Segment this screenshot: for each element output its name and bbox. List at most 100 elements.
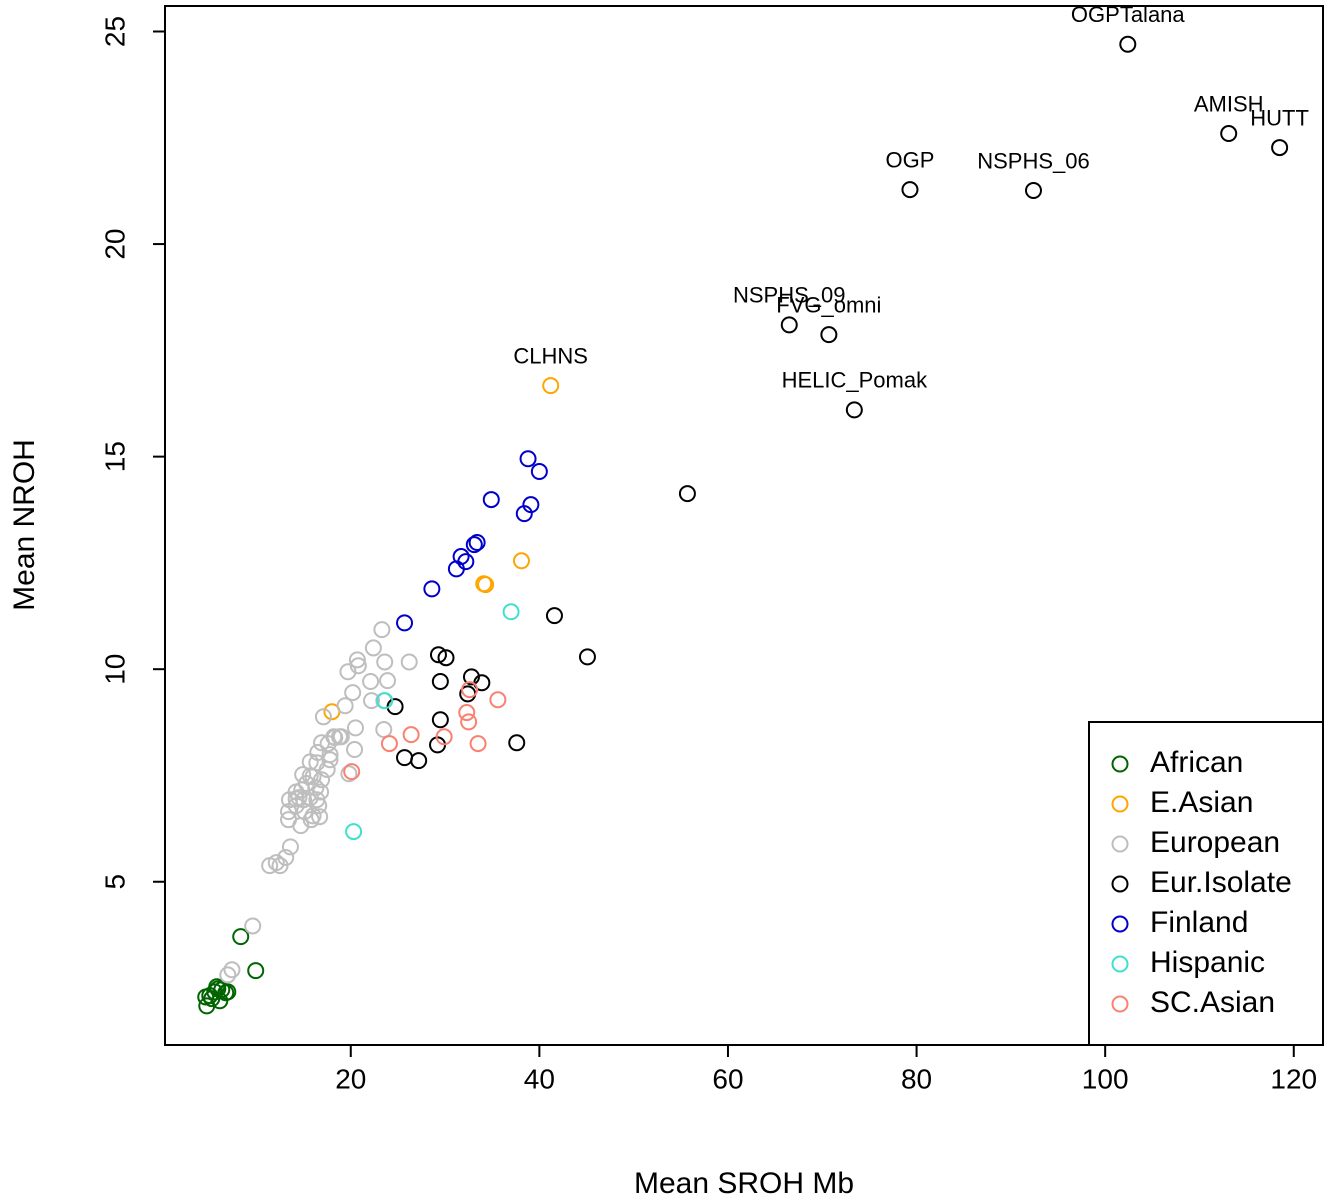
point bbox=[308, 754, 326, 772]
point bbox=[364, 639, 382, 657]
point bbox=[330, 728, 348, 746]
y-tick-label: 25 bbox=[99, 16, 130, 47]
point bbox=[379, 672, 397, 690]
x-tick-label: 80 bbox=[901, 1063, 932, 1094]
point bbox=[348, 651, 366, 669]
point-label: CLHNS bbox=[513, 343, 588, 368]
point bbox=[312, 783, 330, 801]
legend-marker bbox=[1111, 875, 1129, 893]
point bbox=[469, 735, 487, 753]
legend-marker bbox=[1111, 995, 1129, 1013]
point bbox=[435, 728, 453, 746]
point bbox=[244, 917, 262, 935]
point bbox=[281, 838, 299, 856]
point bbox=[1220, 125, 1238, 143]
point bbox=[780, 316, 798, 334]
point bbox=[396, 614, 414, 632]
point bbox=[294, 766, 312, 784]
point-label: FVG_omni bbox=[776, 292, 881, 317]
point bbox=[820, 326, 838, 344]
point bbox=[267, 854, 285, 872]
point bbox=[363, 692, 381, 710]
point bbox=[458, 704, 476, 722]
point bbox=[247, 962, 265, 980]
point bbox=[410, 752, 428, 770]
point-label: OGP bbox=[886, 147, 935, 172]
point bbox=[375, 721, 393, 739]
legend-label: African bbox=[1150, 746, 1243, 779]
point-label: NSPHS_09 bbox=[733, 283, 846, 308]
point bbox=[461, 681, 479, 699]
point bbox=[423, 580, 441, 598]
legend-label: Hispanic bbox=[1150, 946, 1265, 979]
point bbox=[219, 983, 237, 1001]
point bbox=[373, 621, 391, 639]
x-tick-label: 60 bbox=[712, 1063, 743, 1094]
point bbox=[345, 823, 363, 841]
y-tick-label: 10 bbox=[99, 654, 130, 685]
y-tick-label: 20 bbox=[99, 228, 130, 259]
point bbox=[376, 653, 394, 671]
point bbox=[542, 377, 560, 395]
y-tick-label: 5 bbox=[99, 874, 130, 890]
legend-marker bbox=[1111, 915, 1129, 933]
point bbox=[321, 751, 339, 769]
point bbox=[346, 719, 364, 737]
legend-label: E.Asian bbox=[1150, 786, 1253, 819]
legend-label: Finland bbox=[1150, 906, 1248, 939]
x-tick-label: 40 bbox=[524, 1063, 555, 1094]
point bbox=[482, 491, 500, 509]
point-label: OGPTalana bbox=[1071, 2, 1185, 27]
point bbox=[845, 401, 863, 419]
point bbox=[344, 684, 362, 702]
point bbox=[468, 534, 486, 552]
point bbox=[1119, 35, 1137, 53]
point bbox=[1271, 139, 1289, 157]
point bbox=[1025, 182, 1042, 200]
legend-marker bbox=[1111, 835, 1129, 853]
point bbox=[477, 576, 495, 594]
point bbox=[362, 673, 380, 691]
point bbox=[343, 763, 361, 781]
point bbox=[340, 765, 358, 783]
point bbox=[447, 560, 465, 578]
point bbox=[400, 653, 418, 671]
point bbox=[502, 603, 520, 621]
point bbox=[437, 649, 455, 667]
point bbox=[465, 536, 483, 554]
x-tick-label: 120 bbox=[1270, 1063, 1317, 1094]
point bbox=[431, 673, 449, 691]
point bbox=[519, 450, 537, 468]
point bbox=[402, 726, 420, 744]
legend-label: SC.Asian bbox=[1150, 986, 1275, 1019]
point bbox=[223, 961, 241, 979]
point bbox=[290, 789, 308, 807]
point bbox=[232, 928, 250, 946]
point bbox=[336, 697, 354, 715]
point bbox=[208, 978, 226, 996]
point-label: NSPHS_06 bbox=[977, 148, 1090, 173]
point bbox=[339, 663, 357, 681]
legend-marker bbox=[1111, 795, 1129, 813]
point-label: AMISH bbox=[1194, 91, 1264, 116]
point bbox=[901, 181, 919, 199]
plot-frame bbox=[164, 5, 1324, 1046]
point bbox=[429, 646, 447, 664]
point bbox=[346, 741, 364, 759]
point bbox=[545, 607, 563, 625]
x-tick-label: 20 bbox=[335, 1063, 366, 1094]
point-label: HUTT bbox=[1250, 105, 1309, 130]
point bbox=[489, 691, 507, 709]
point bbox=[311, 808, 329, 826]
point bbox=[678, 485, 696, 503]
legend-marker bbox=[1111, 955, 1129, 973]
point bbox=[431, 711, 449, 729]
y-tick-label: 15 bbox=[99, 441, 130, 472]
legend-label: European bbox=[1150, 826, 1280, 859]
point bbox=[380, 735, 398, 753]
legend-label: Eur.Isolate bbox=[1150, 866, 1292, 899]
point bbox=[301, 789, 319, 807]
point bbox=[460, 713, 478, 731]
point bbox=[301, 767, 319, 785]
